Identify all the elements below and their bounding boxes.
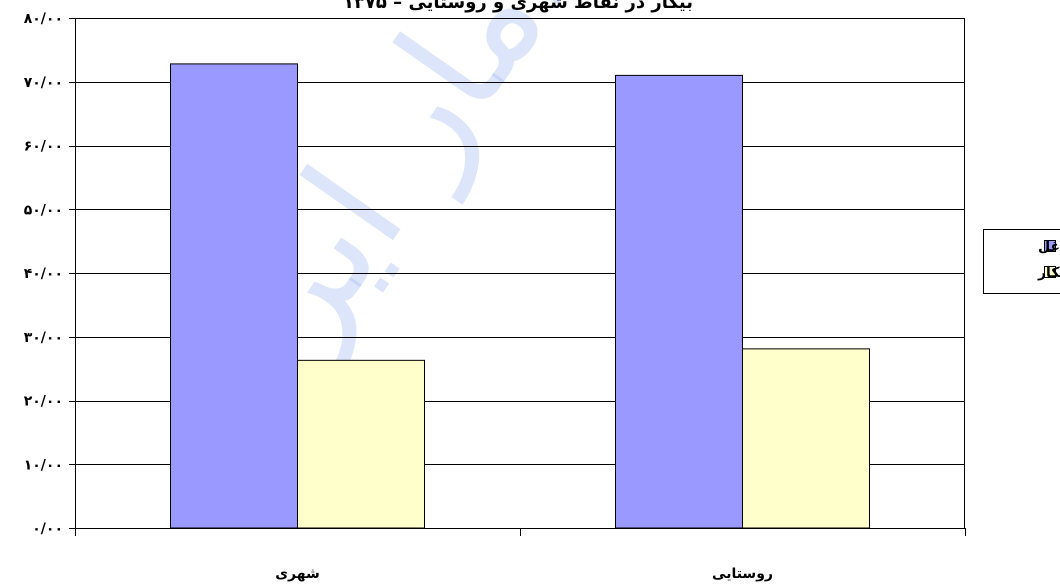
axes bbox=[69, 18, 966, 536]
x-category-label: شهری bbox=[275, 566, 320, 582]
y-tick-label: ۱۰/۰۰ bbox=[24, 457, 63, 473]
x-category-label: روستایی bbox=[712, 566, 773, 582]
y-tick-label: ۷۰/۰۰ bbox=[24, 75, 63, 91]
y-tick-label: ۶۰/۰۰ bbox=[24, 139, 63, 155]
y-tick-label: ۴۰/۰۰ bbox=[24, 266, 63, 282]
y-tick-label: ۰/۰۰ bbox=[32, 521, 63, 537]
bar-employed bbox=[615, 74, 743, 529]
bar-unemployed bbox=[297, 359, 425, 529]
bar-employed bbox=[170, 63, 298, 529]
y-tick-label: ۲۰/۰۰ bbox=[24, 394, 63, 410]
legend-swatch bbox=[1044, 266, 1056, 278]
x-axis-category-labels: شهری روستایی bbox=[275, 566, 773, 582]
bars bbox=[170, 63, 870, 529]
y-tick-label: ۸۰/۰۰ bbox=[24, 11, 63, 27]
y-tick-label: ۵۰/۰۰ bbox=[24, 202, 63, 218]
legend-label: شاغل bbox=[1038, 239, 1060, 255]
legend-swatch bbox=[1044, 240, 1056, 252]
y-axis-tick-labels: ۰/۰۰ ۱۰/۰۰ ۲۰/۰۰ ۳۰/۰۰ ۴۰/۰۰ ۵۰/۰۰ ۶۰/۰۰ ۷۰/۰۰ ۸… bbox=[24, 11, 63, 537]
y-tick-label: ۳۰/۰۰ bbox=[24, 330, 63, 346]
chart-title: بیکار در نقاط شهری و روستایی – ۱۳۷۵ bbox=[343, 0, 693, 13]
bar-unemployed bbox=[742, 348, 870, 529]
legend-label: بیکار bbox=[1037, 265, 1060, 281]
legend: شاغل بیکار bbox=[983, 229, 1060, 294]
